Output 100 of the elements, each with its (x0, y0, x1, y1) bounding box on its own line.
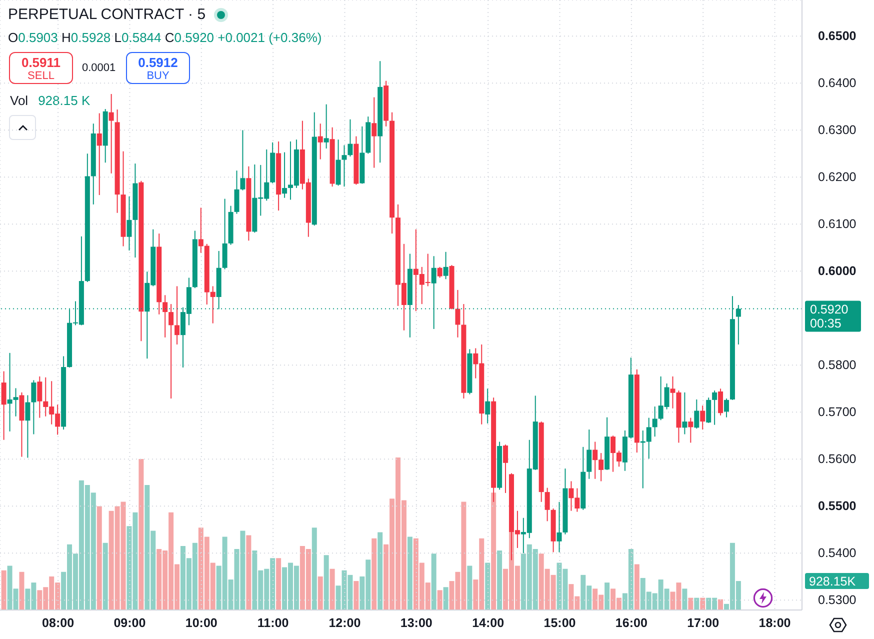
candlestick (443, 251, 448, 280)
annotation: 0.5912 (137, 55, 179, 70)
x-tick-label: 14:00 (472, 616, 504, 630)
x-tick-label: 18:00 (758, 616, 791, 630)
chart-title: Vol (10, 93, 28, 108)
bar (497, 550, 502, 610)
bar (718, 599, 724, 610)
bar (246, 535, 252, 610)
bar (312, 528, 317, 610)
bar (354, 581, 359, 610)
bar (437, 590, 442, 610)
bar (407, 536, 412, 610)
y-tick-label: 0.5300 (818, 593, 856, 608)
candlestick (168, 304, 174, 400)
text: O0.5903 H0.5928 L0.5844 C0.5920 +0.0021 (+0.36%) (8, 30, 322, 45)
bar (378, 532, 383, 610)
bar (431, 554, 436, 610)
candlestick (700, 405, 706, 430)
y-tick-label: 0.6500 (818, 29, 856, 44)
y-tick-label: 0.6400 (818, 76, 856, 90)
candlestick (694, 398, 700, 430)
bar (467, 566, 472, 610)
candlestick (324, 104, 329, 150)
candlestick (342, 144, 347, 188)
x-tick-label: 17:00 (687, 616, 720, 630)
bar (682, 588, 688, 610)
candlestick (126, 196, 132, 251)
candlestick (556, 501, 562, 553)
bar (96, 506, 102, 610)
candlestick (37, 376, 42, 418)
bar (102, 542, 108, 610)
text: 00:35 (810, 316, 842, 330)
x-tick-label: 10:00 (185, 616, 218, 630)
bar (276, 558, 282, 610)
bar (330, 568, 335, 610)
candlestick (586, 429, 592, 480)
candlestick (688, 417, 694, 444)
x-tick-label: 12:00 (328, 616, 361, 630)
bar (491, 492, 496, 610)
bar (443, 587, 448, 610)
x-tick-label: 13:00 (400, 616, 432, 630)
bar (372, 538, 377, 610)
order-button: 0.5911 SELL (9, 52, 73, 84)
candlestick (712, 390, 718, 426)
candlestick (96, 112, 102, 196)
candlestick (485, 388, 490, 424)
bar (138, 459, 144, 610)
x-tick-label: 09:00 (114, 616, 146, 630)
candlestick (25, 394, 30, 458)
chart-title: PERPETUAL CONTRACT · 5 (8, 6, 206, 23)
x-tick-label: 08:00 (42, 616, 74, 630)
ref-line-label: 0.5920 (810, 302, 848, 316)
x-tick-label: 16:00 (615, 616, 648, 630)
bar (318, 576, 323, 610)
candlestick (706, 397, 712, 424)
candlestick (31, 380, 36, 435)
annotation: 0.0001 (82, 62, 116, 74)
candlestick (240, 130, 246, 191)
annotation: 0.5911 (20, 55, 62, 70)
candlestick (682, 392, 688, 435)
y-tick-label: 0.5800 (818, 358, 856, 372)
bar (1, 570, 6, 610)
y-tick-label: 0.5600 (818, 452, 856, 466)
candlestick (372, 96, 377, 168)
candlestick (108, 93, 114, 174)
annotation: BUY (146, 70, 170, 83)
candlestick (652, 406, 658, 438)
bar (688, 598, 694, 610)
bar (604, 582, 610, 610)
candlestick (724, 398, 729, 418)
bar (19, 572, 24, 610)
annotation: SELL (26, 70, 56, 83)
candlestick (503, 444, 508, 494)
candlestick (174, 286, 180, 345)
candlestick (282, 152, 288, 198)
candlestick (318, 123, 323, 160)
candlestick (348, 118, 353, 157)
y-tick-label: 0.5700 (818, 405, 856, 420)
order-button: 0.5912 BUY (126, 52, 190, 84)
annotation: 928.15 K (38, 93, 90, 108)
candlestick (1, 370, 6, 440)
y-tick-label: 0.6000 (818, 264, 856, 278)
y-tick-label: 0.6300 (818, 123, 856, 138)
bar (694, 598, 700, 610)
candlestick (437, 266, 442, 278)
text: 928.15K (809, 574, 856, 589)
x-tick-label: 15:00 (544, 616, 576, 630)
candlestick (234, 170, 240, 214)
bar (485, 562, 490, 610)
candlestick (162, 294, 168, 338)
bar (634, 564, 640, 610)
x-tick-label: 11:00 (257, 616, 289, 630)
y-tick-label: 0.5500 (818, 499, 856, 514)
bar (324, 555, 329, 610)
candlestick (718, 388, 724, 416)
y-tick-label: 0.6100 (818, 217, 856, 232)
candlestick (544, 487, 550, 522)
candlestick (455, 289, 460, 338)
y-tick-label: 0.5400 (818, 546, 856, 560)
y-tick-label: 0.6200 (818, 170, 856, 184)
